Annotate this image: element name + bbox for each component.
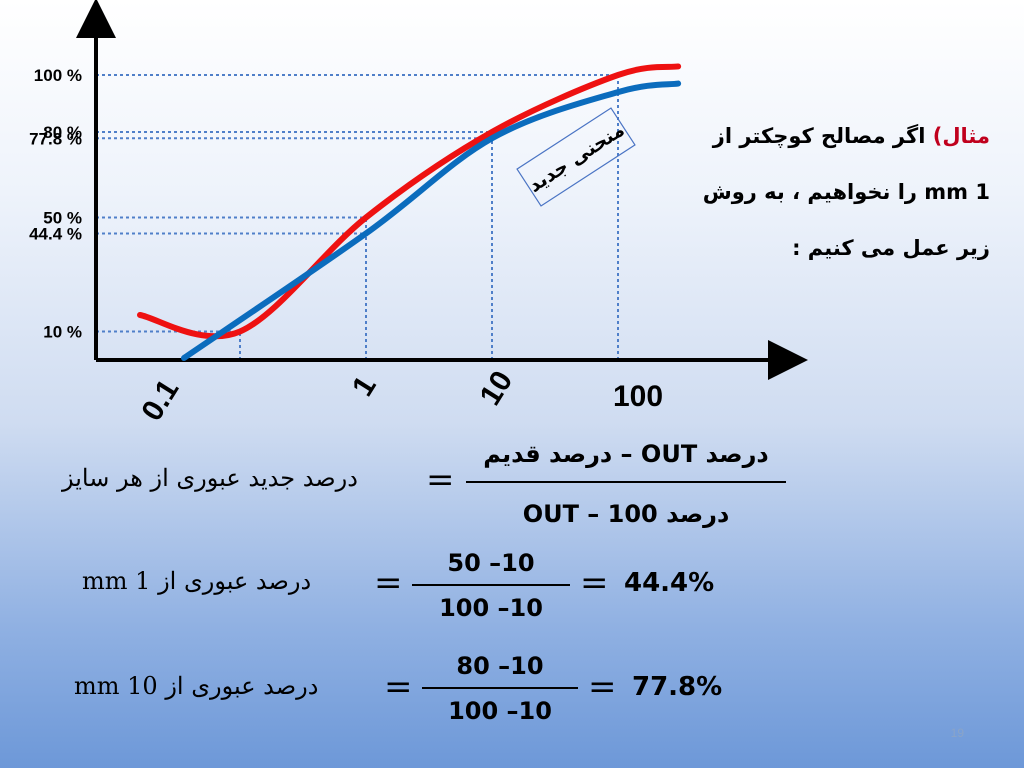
general-numerator: درصد OUT – درصد قدیم xyxy=(483,440,769,468)
formula-10mm-denominator: 100 –10 xyxy=(448,697,552,725)
guide-lines xyxy=(96,74,619,360)
note-line-2: 1 mm را نخواهیم ، به روش xyxy=(702,180,990,204)
formula-1mm-label: درصد عبوری از 1 mm xyxy=(82,567,312,595)
y-tick-label: 50 % xyxy=(43,209,82,228)
x-tick-label: 0.1 xyxy=(135,374,185,427)
formula-1mm-numerator: 50 –10 xyxy=(447,549,535,577)
x-tick-labels: 0.1 1 10 100 xyxy=(135,365,663,426)
example-note: مثال) اگر مصالح کوچکتر از 1 mm را نخواهی… xyxy=(690,108,990,276)
note-line-1: اگر مصالح کوچکتر از xyxy=(712,124,926,148)
equals-sign: = xyxy=(580,563,609,603)
example-heading: مثال) xyxy=(932,124,990,148)
x-tick-label: 100 xyxy=(613,380,663,413)
grading-chart: 100 % 80 %77.8 % 50 %44.4 % 10 % 0.1 1 10 100 … xyxy=(29,0,808,427)
new-grading-curve xyxy=(181,80,682,361)
equals-sign: = xyxy=(384,667,413,707)
formula-10mm-label: درصد عبوری از 10 mm xyxy=(74,672,319,700)
y-tick-label: 77.8 % xyxy=(29,129,82,148)
fraction-line xyxy=(466,481,786,483)
y-tick-label: 10 % xyxy=(43,323,82,342)
y-tick-label: 44.4 % xyxy=(29,224,82,243)
formula-10mm-result: 77.8% xyxy=(632,672,723,702)
note-line-3: زیر عمل می کنیم : xyxy=(792,236,990,260)
y-tick-label: 100 % xyxy=(34,66,82,85)
fraction-line xyxy=(422,687,578,689)
formula-10mm-numerator: 80 –10 xyxy=(456,652,544,680)
equals-sign: = xyxy=(374,563,403,603)
y-tick-label: 80 % xyxy=(43,123,82,142)
y-tick-labels: 100 % 80 %77.8 % 50 %44.4 % 10 % xyxy=(29,66,82,342)
original-grading-curve xyxy=(137,63,682,340)
equals-sign: = xyxy=(588,667,617,707)
formula-1mm-result: 44.4% xyxy=(624,568,715,598)
general-formula-label: درصد جدید عبوری از هر سایز xyxy=(62,464,358,492)
page-number: 19 xyxy=(950,726,964,740)
x-tick-label: 1 xyxy=(346,370,383,402)
equals-sign: = xyxy=(426,460,455,500)
general-denominator: درصد OUT – 100 xyxy=(522,500,730,528)
formula-1mm-denominator: 100 –10 xyxy=(439,594,543,622)
fraction-line xyxy=(412,584,570,586)
x-tick-label: 10 xyxy=(474,365,520,411)
curves xyxy=(137,63,682,361)
